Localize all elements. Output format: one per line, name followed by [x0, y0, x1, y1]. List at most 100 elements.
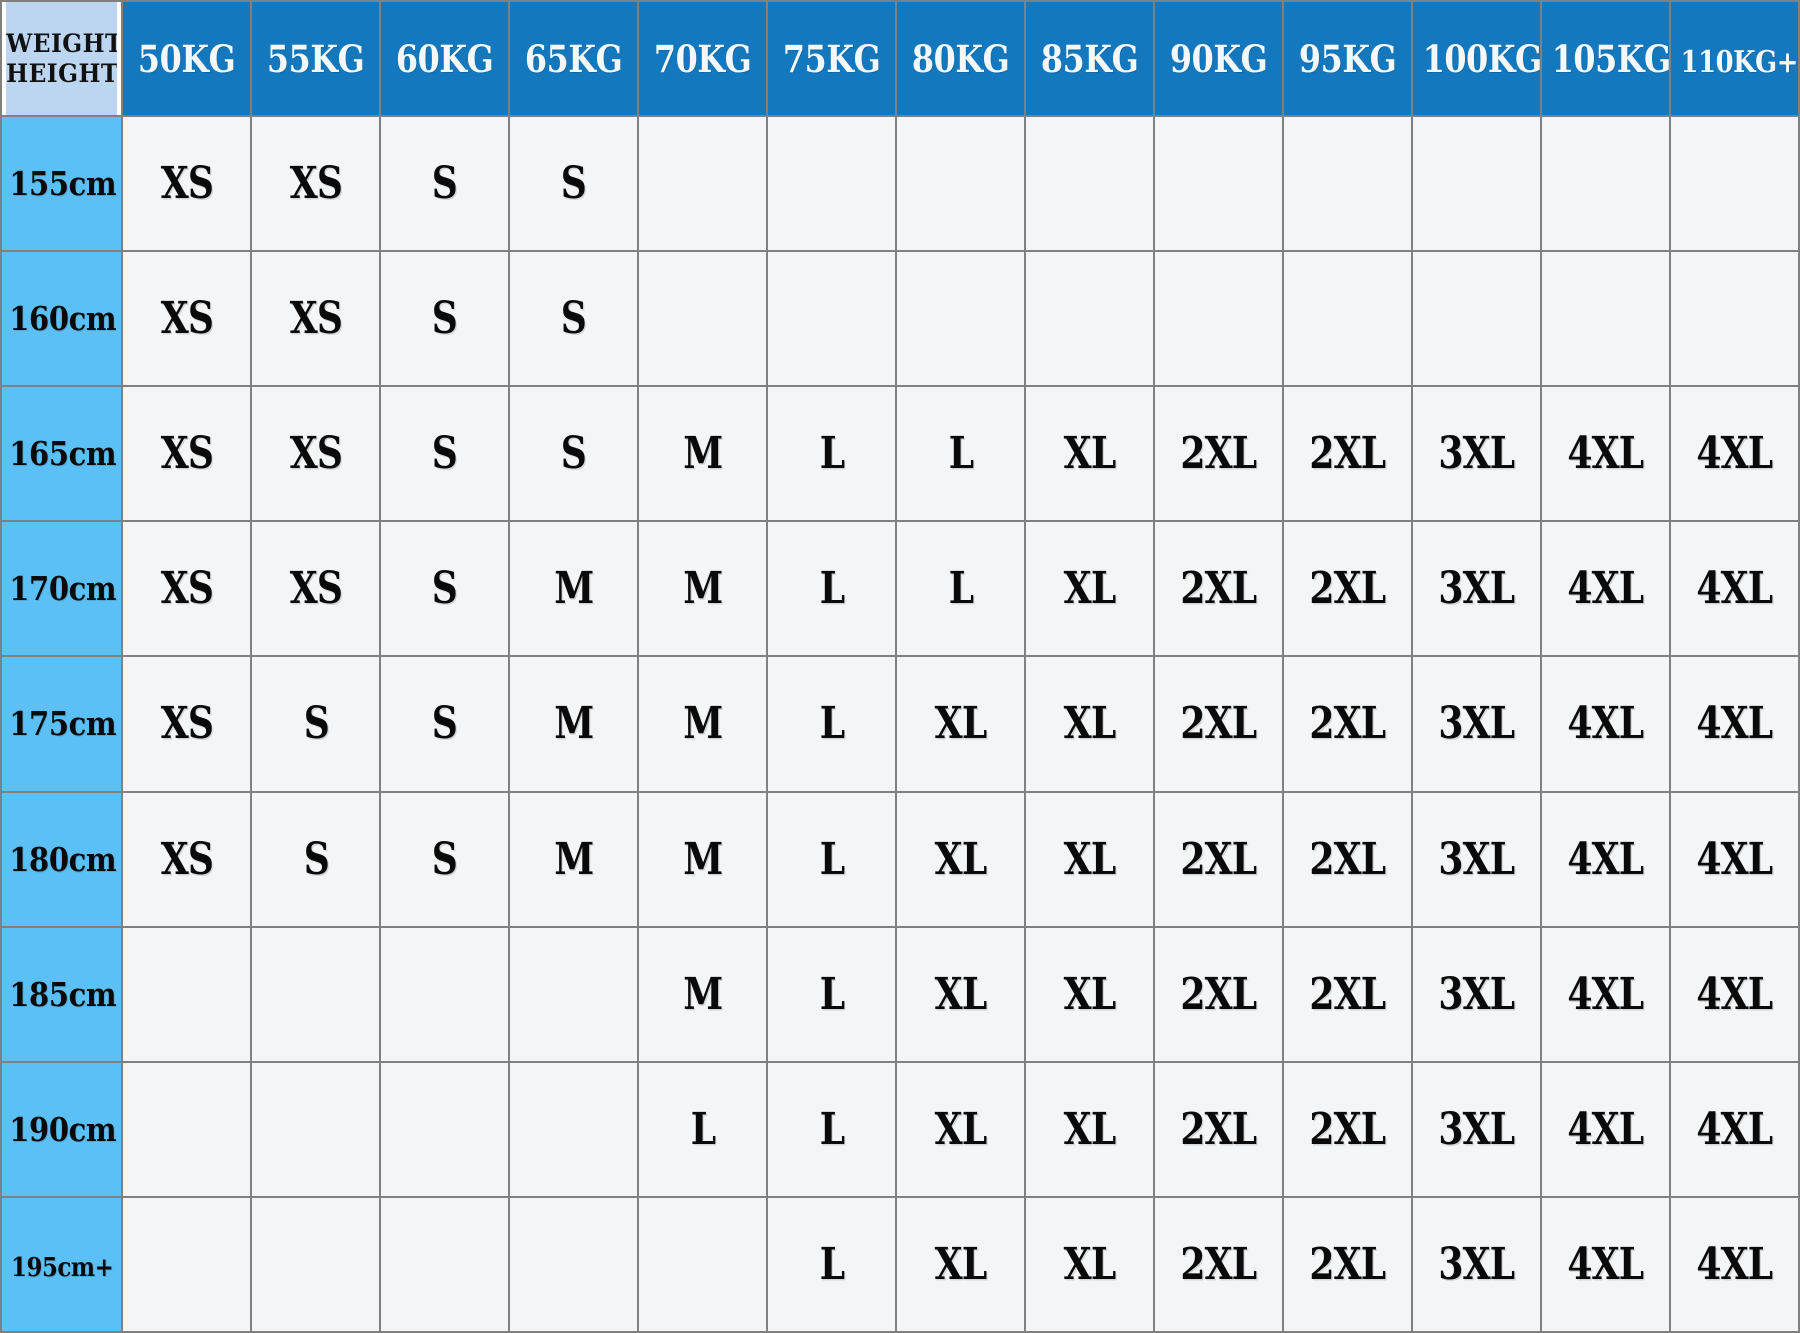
- size-cell-190cm-90kg: 2XL: [1153, 1060, 1285, 1198]
- size-cell-185cm-95kg: 2XL: [1282, 925, 1414, 1063]
- size-value: S: [303, 698, 329, 750]
- size-cell-165cm-75kg: L: [766, 385, 898, 523]
- size-cell-175cm-55kg: S: [250, 655, 382, 793]
- weight-header-95kg: 95KG: [1282, 0, 1414, 117]
- size-value: 2XL: [1309, 1238, 1387, 1290]
- size-cell-165cm-90kg: 2XL: [1153, 385, 1285, 523]
- size-cell-195cmplus-100kg: 3XL: [1411, 1195, 1542, 1333]
- size-value: 3XL: [1438, 698, 1515, 750]
- height-header-155cm: 155cm: [0, 114, 124, 253]
- size-cell-170cm-75kg: L: [766, 520, 898, 658]
- size-cell-160cm-70kg: [637, 250, 769, 388]
- size-cell-160cm-85kg: [1024, 250, 1156, 388]
- weight-header-label: 65KG: [525, 36, 623, 81]
- table-row: 170cm XS XS S M M L L XL 2XL 2XL 3XL 4XL 4XL: [0, 520, 1800, 658]
- size-value: L: [819, 968, 844, 1020]
- size-value: 2XL: [1180, 428, 1258, 480]
- size-value: 4XL: [1696, 833, 1773, 885]
- size-cell-160cm-100kg: [1411, 250, 1542, 388]
- size-value: 2XL: [1309, 833, 1387, 885]
- size-cell-170cm-100kg: 3XL: [1411, 520, 1542, 658]
- size-cell-190cm-110kgplus: 4XL: [1668, 1060, 1800, 1198]
- weight-header-label: 100KG: [1422, 36, 1541, 81]
- size-value: L: [948, 428, 973, 480]
- size-cell-185cm-55kg: [250, 925, 382, 1063]
- size-cell-195cmplus-65kg: [508, 1195, 640, 1333]
- height-header-185cm: 185cm: [0, 925, 124, 1063]
- size-value: 4XL: [1567, 1238, 1644, 1290]
- size-value: 4XL: [1567, 968, 1644, 1020]
- size-cell-165cm-50kg: XS: [121, 385, 253, 523]
- height-header-190cm: 190cm: [0, 1060, 124, 1198]
- size-cell-155cm-75kg: [766, 114, 898, 253]
- weight-header-60kg: 60KG: [379, 0, 511, 117]
- size-cell-175cm-105kg: 4XL: [1539, 655, 1671, 793]
- size-cell-190cm-55kg: [250, 1060, 382, 1198]
- size-value: 2XL: [1309, 428, 1387, 480]
- size-value: XS: [160, 833, 214, 885]
- size-value: S: [432, 293, 458, 345]
- size-cell-155cm-65kg: S: [508, 114, 640, 253]
- size-value: XS: [160, 428, 214, 480]
- size-value: XS: [160, 563, 214, 615]
- size-value: S: [561, 428, 587, 480]
- size-cell-180cm-65kg: M: [508, 790, 640, 928]
- size-cell-175cm-80kg: XL: [895, 655, 1027, 793]
- weight-header-70kg: 70KG: [637, 0, 769, 117]
- size-value: 4XL: [1696, 698, 1773, 750]
- size-value: 2XL: [1180, 1238, 1258, 1290]
- height-header-175cm: 175cm: [0, 655, 124, 793]
- size-cell-170cm-85kg: XL: [1024, 520, 1156, 658]
- size-cell-195cmplus-50kg: [121, 1195, 253, 1333]
- weight-header-65kg: 65KG: [508, 0, 640, 117]
- weight-header-label: 105KG: [1551, 36, 1670, 81]
- weight-header-label: 70KG: [654, 36, 752, 81]
- size-value: 4XL: [1567, 563, 1644, 615]
- size-cell-175cm-50kg: XS: [121, 655, 253, 793]
- size-value: S: [303, 833, 329, 885]
- size-value: M: [683, 698, 723, 750]
- table-row: 175cm XS S S M M L XL XL 2XL 2XL 3XL 4XL 4XL: [0, 655, 1800, 793]
- table-row: 195cm+ L XL XL 2XL 2XL 3XL 4XL 4XL: [0, 1195, 1800, 1333]
- size-cell-155cm-50kg: XS: [121, 114, 253, 253]
- size-cell-175cm-85kg: XL: [1024, 655, 1156, 793]
- size-value: 2XL: [1180, 833, 1258, 885]
- table-row: 160cm XS XS S S: [0, 250, 1800, 388]
- size-cell-170cm-70kg: M: [637, 520, 769, 658]
- size-cell-185cm-60kg: [379, 925, 511, 1063]
- size-value: 3XL: [1438, 833, 1515, 885]
- height-header-160cm: 160cm: [0, 250, 124, 388]
- size-cell-180cm-85kg: XL: [1024, 790, 1156, 928]
- height-header-label: 175cm: [9, 704, 117, 744]
- size-cell-170cm-105kg: 4XL: [1539, 520, 1671, 658]
- weight-header-label: 85KG: [1040, 36, 1139, 81]
- size-cell-195cmplus-85kg: XL: [1024, 1195, 1156, 1333]
- size-value: 3XL: [1438, 1103, 1515, 1155]
- size-value: S: [432, 833, 458, 885]
- size-value: 3XL: [1438, 1238, 1515, 1290]
- size-cell-190cm-65kg: [508, 1060, 640, 1198]
- size-value: 4XL: [1567, 428, 1644, 480]
- weight-header-label: 110KG+: [1680, 44, 1798, 80]
- size-value: 2XL: [1309, 698, 1387, 750]
- size-cell-170cm-110kgplus: 4XL: [1668, 520, 1800, 658]
- size-value: XL: [1063, 833, 1117, 885]
- table-row: 190cm L L XL XL 2XL 2XL 3XL 4XL 4XL: [0, 1060, 1800, 1198]
- size-cell-155cm-80kg: [895, 114, 1027, 253]
- size-cell-160cm-55kg: XS: [250, 250, 382, 388]
- weight-header-label: 50KG: [138, 36, 236, 81]
- table-body: 155cm XS XS S S 160cm XS XS S S 165cm XS XS S S M L L XL 2X…: [0, 114, 1800, 1333]
- size-value: XS: [160, 158, 214, 210]
- size-value: 2XL: [1309, 1103, 1387, 1155]
- size-value: 4XL: [1696, 563, 1773, 615]
- table-header: WEIGHT HEIGHT 50KG 55KG 60KG 65KG 70KG 75KG 80…: [1, 0, 1800, 117]
- size-cell-175cm-70kg: M: [637, 655, 769, 793]
- size-value: M: [683, 428, 723, 480]
- size-value: XL: [1063, 563, 1117, 615]
- size-cell-165cm-65kg: S: [508, 385, 640, 523]
- height-header-195cmplus: 195cm+: [0, 1195, 124, 1333]
- weight-header-label: 75KG: [783, 36, 881, 81]
- size-value: XL: [934, 698, 988, 750]
- size-value: 4XL: [1696, 1103, 1773, 1155]
